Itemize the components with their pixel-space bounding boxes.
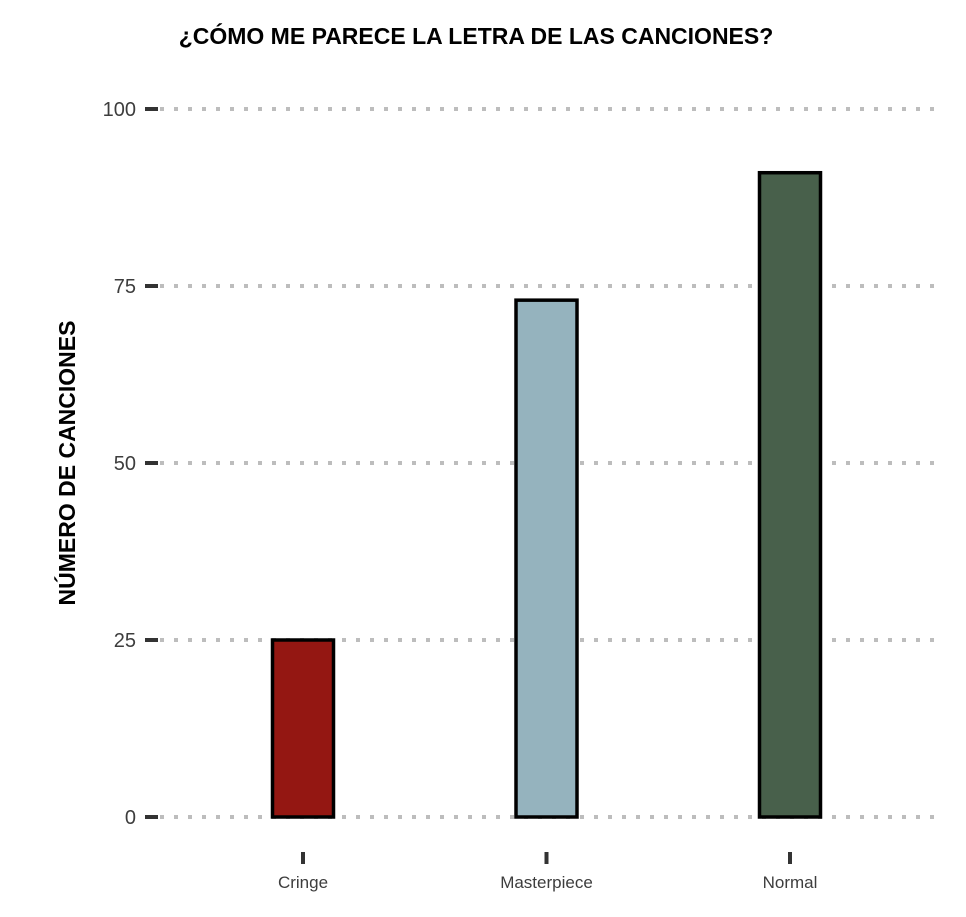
y-tick-label: 75 xyxy=(114,276,136,298)
y-tick-label: 25 xyxy=(114,630,136,652)
y-axis-ticks: 0 25 50 75 100 xyxy=(103,99,158,829)
x-axis-ticks: Cringe Masterpiece Normal xyxy=(278,852,817,892)
x-tick-label: Masterpiece xyxy=(500,873,593,892)
bar-normal xyxy=(757,170,823,819)
y-axis-label: NÚMERO DE CANCIONES xyxy=(53,321,80,606)
bars xyxy=(270,170,823,819)
y-tick-label: 100 xyxy=(103,99,136,121)
y-tick-label: 0 xyxy=(125,807,136,829)
x-tick-label: Cringe xyxy=(278,873,328,892)
bar-cringe xyxy=(270,638,336,819)
chart-title: ¿CÓMO ME PARECE LA LETRA DE LAS CANCIONE… xyxy=(179,22,774,49)
bar-masterpiece xyxy=(514,298,579,819)
x-tick-label: Normal xyxy=(763,873,818,892)
y-tick-label: 50 xyxy=(114,453,136,475)
